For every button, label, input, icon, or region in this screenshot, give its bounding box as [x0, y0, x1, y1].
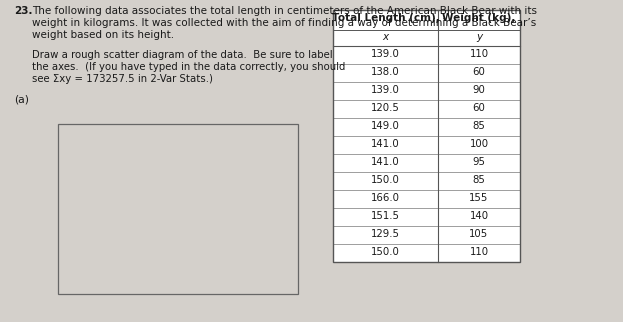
Text: 85: 85: [473, 121, 485, 131]
Text: Draw a rough scatter diagram of the data.  Be sure to label: Draw a rough scatter diagram of the data…: [32, 50, 333, 60]
Text: 139.0: 139.0: [371, 85, 400, 95]
Text: 138.0: 138.0: [371, 67, 400, 77]
Text: (a): (a): [14, 94, 29, 104]
Text: 90: 90: [473, 85, 485, 95]
Text: 149.0: 149.0: [371, 121, 400, 131]
Text: x: x: [383, 32, 389, 42]
Text: 141.0: 141.0: [371, 157, 400, 167]
Text: 85: 85: [473, 175, 485, 185]
Bar: [333, 10, 520, 262]
Text: 139.0: 139.0: [371, 49, 400, 59]
Text: 110: 110: [470, 247, 488, 257]
Text: 60: 60: [473, 67, 485, 77]
Text: weight based on its height.: weight based on its height.: [32, 30, 174, 40]
Text: y: y: [476, 32, 482, 42]
Text: 155: 155: [469, 193, 488, 203]
Text: 105: 105: [469, 229, 488, 239]
Text: 151.5: 151.5: [371, 211, 400, 221]
Text: 95: 95: [472, 157, 485, 167]
Text: Weight (kg),: Weight (kg),: [442, 13, 516, 23]
Text: see Σxy = 173257.5 in 2-Var Stats.): see Σxy = 173257.5 in 2-Var Stats.): [32, 74, 213, 84]
Text: 150.0: 150.0: [371, 247, 400, 257]
Text: 60: 60: [473, 103, 485, 113]
Bar: [58, 124, 298, 294]
Text: 141.0: 141.0: [371, 139, 400, 149]
Text: weight in kilograms. It was collected with the aim of finding a way of determini: weight in kilograms. It was collected wi…: [32, 18, 536, 28]
Text: 166.0: 166.0: [371, 193, 400, 203]
Text: 110: 110: [470, 49, 488, 59]
Text: Total Length (cm),: Total Length (cm),: [331, 13, 439, 23]
Text: 150.0: 150.0: [371, 175, 400, 185]
Text: the axes.  (If you have typed in the data correctly, you should: the axes. (If you have typed in the data…: [32, 62, 345, 72]
Text: 140: 140: [470, 211, 488, 221]
Text: 129.5: 129.5: [371, 229, 400, 239]
Text: The following data associates the total length in centimeters of the American Bl: The following data associates the total …: [32, 6, 537, 16]
Text: 23.: 23.: [14, 6, 32, 16]
Text: 120.5: 120.5: [371, 103, 400, 113]
Text: 100: 100: [470, 139, 488, 149]
